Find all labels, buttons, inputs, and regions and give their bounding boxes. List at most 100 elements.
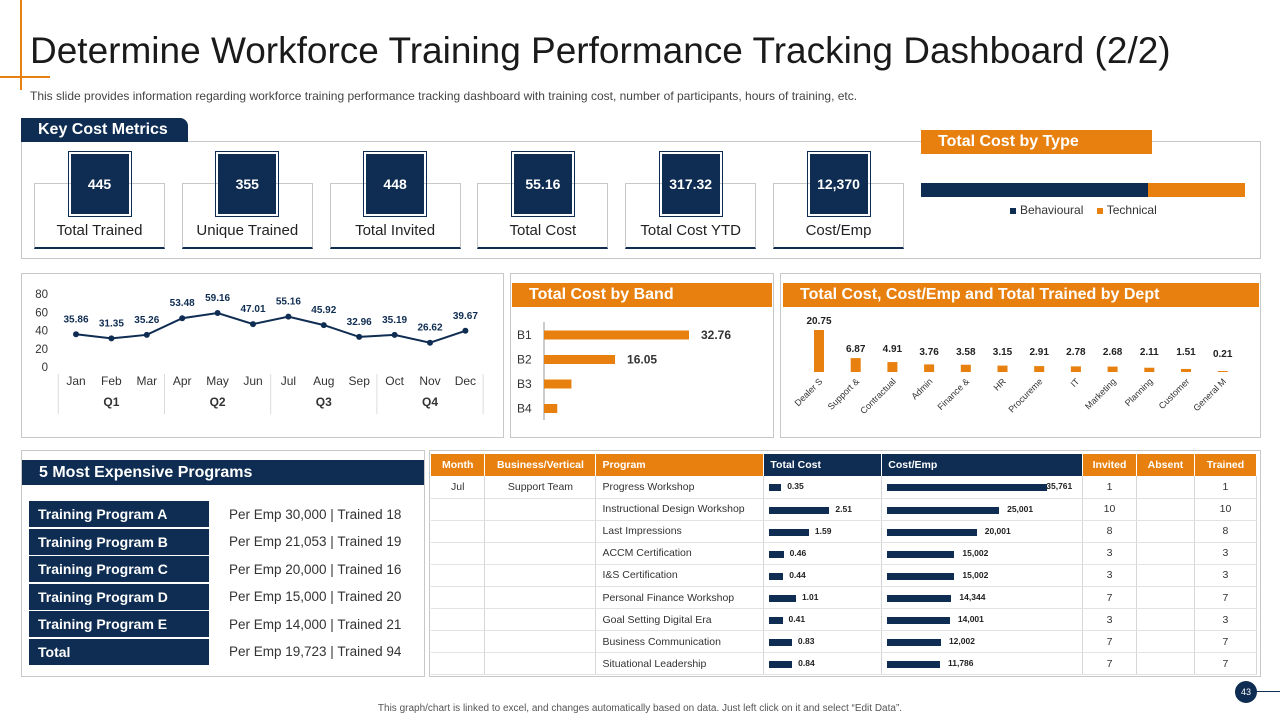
cost-emp-cell: 35,761 <box>881 476 1083 499</box>
absent-cell <box>1136 608 1195 632</box>
table-header-cell: Month <box>431 454 486 476</box>
metric-value: 448 <box>363 151 428 217</box>
dept-bar <box>924 364 935 372</box>
program-stats: Per Emp 15,000 | Trained 20 <box>229 589 402 604</box>
total-cost-label: 0.44 <box>789 569 806 580</box>
metric-value: 355 <box>215 151 280 217</box>
point-label: 53.48 <box>170 298 195 309</box>
program-cell: Instructional Design Workshop <box>595 498 765 521</box>
dept-bar <box>1107 366 1118 372</box>
line-point <box>73 331 79 338</box>
trained-cell: 3 <box>1194 542 1258 565</box>
quarter-label: Q1 <box>103 395 119 409</box>
vertical-cell <box>484 542 597 565</box>
total-cost-label: 0.46 <box>789 547 807 558</box>
program-row: Training Program D Per Emp 15,000 | Train… <box>29 583 409 610</box>
program-cell: Business Communication <box>595 630 765 654</box>
invited-cell: 3 <box>1082 608 1137 632</box>
table-row: Jul Support Team Progress Workshop 0.35 35,7… <box>431 476 1258 499</box>
month-tick-label: Mar <box>136 374 157 388</box>
program-stats: Per Emp 30,000 | Trained 18 <box>229 506 402 522</box>
dept-category-label: Customer <box>1157 376 1192 411</box>
cost-emp-cell: 11,786 <box>881 652 1083 676</box>
legend-swatch-orange <box>1096 207 1103 214</box>
cost-by-band-header: Total Cost by Band <box>512 283 772 307</box>
table-row: Goal Setting Digital Era 0.41 14,001 3 3 <box>431 608 1258 632</box>
table-row: Situational Leadership 0.84 11,786 7 7 <box>431 652 1258 676</box>
trained-cell: 1 <box>1194 476 1258 499</box>
program-row: Training Program C Per Emp 20,000 | Train… <box>29 556 409 582</box>
band-value-label: 32.76 <box>701 328 731 342</box>
month-cell <box>431 520 486 543</box>
invited-cell: 10 <box>1082 498 1137 521</box>
cost-by-type-bar <box>921 183 1245 197</box>
legend-behavioural: Behavioural <box>1010 203 1083 217</box>
dept-value-label: 0.21 <box>1213 349 1233 360</box>
point-label: 47.01 <box>240 304 265 315</box>
program-cell: Personal Finance Workshop <box>595 586 765 610</box>
absent-cell <box>1136 586 1195 610</box>
program-stats: Per Emp 21,053 | Trained 19 <box>229 534 402 549</box>
table-row: Instructional Design Workshop 2.51 25,001 1… <box>431 498 1258 521</box>
cost-emp-bar <box>887 528 977 536</box>
month-cell <box>431 564 486 587</box>
month-cell <box>431 498 486 521</box>
line-point <box>427 339 433 346</box>
page-title: Determine Workforce Training Performance… <box>30 30 1171 71</box>
cost-by-band-chart: B1 32.76 B2 16.05 B3 B4 <box>517 322 731 420</box>
cost-emp-bar <box>887 572 955 580</box>
monthly-cost-chart-panel: 0 20 40 60 80 35.86 Jan 31.35 Feb 35.26 Mar 53.48 Ap… <box>21 273 504 438</box>
program-name: Training Program C <box>29 556 209 582</box>
dept-category-label: Finance & <box>935 376 971 412</box>
point-label: 32.96 <box>347 317 372 328</box>
table-row: Business Communication 0.83 12,002 7 7 <box>431 630 1258 654</box>
program-row: Training Program A Per Emp 30,000 | Train… <box>29 501 409 527</box>
page-subtitle: This slide provides information regardin… <box>30 89 858 103</box>
program-cell: Progress Workshop <box>595 476 765 499</box>
absent-cell <box>1136 476 1195 499</box>
cost-emp-bar <box>887 661 940 669</box>
month-tick-label: Jun <box>243 374 262 388</box>
trained-cell: 10 <box>1194 498 1258 521</box>
dept-chart-header: Total Cost, Cost/Emp and Total Trained b… <box>783 283 1259 307</box>
metric-label: Total Invited <box>355 222 436 239</box>
cost-emp-bar <box>887 639 941 647</box>
table-header-cell: Absent <box>1136 454 1195 476</box>
technical-segment <box>1147 183 1245 197</box>
page-number-line <box>1255 691 1280 692</box>
quarter-label: Q3 <box>316 395 332 409</box>
table-header-cell: Cost/Emp <box>881 454 1083 476</box>
dept-bar <box>887 362 898 372</box>
dept-category-label: HR <box>992 376 1009 393</box>
dept-value-label: 2.11 <box>1140 347 1159 358</box>
vertical-cell <box>484 608 597 632</box>
line-point <box>356 333 363 340</box>
program-table: Month Business/Vertical Program Total Cost C… <box>431 454 1258 676</box>
dept-bar <box>814 330 824 372</box>
dept-bar <box>1070 366 1081 372</box>
cost-emp-cell: 14,344 <box>881 586 1083 610</box>
band-label: B4 <box>517 402 532 416</box>
dept-category-label: Procureme <box>1006 376 1044 414</box>
corner-accent-horizontal <box>0 76 50 78</box>
dept-category-label: Dealer S <box>793 376 825 408</box>
absent-cell <box>1136 498 1195 521</box>
dept-bar <box>1034 366 1045 372</box>
line-point <box>143 331 150 338</box>
dept-category-label: Admin <box>909 376 934 401</box>
cost-emp-label: 35,761 <box>1046 481 1073 491</box>
band-value-label: 16.05 <box>627 353 657 367</box>
vertical-cell <box>484 520 597 543</box>
total-cost-bar <box>769 550 784 558</box>
total-cost-label: 1.59 <box>814 525 832 536</box>
table-header-cell: Invited <box>1082 454 1137 476</box>
dept-value-label: 3.76 <box>919 347 939 358</box>
line-point <box>462 327 469 334</box>
line-point <box>391 331 398 338</box>
cost-emp-bar <box>887 506 1000 514</box>
total-cost-cell: 0.35 <box>763 476 883 499</box>
cost-emp-bar <box>887 550 955 558</box>
cost-emp-cell: 20,001 <box>881 520 1083 543</box>
program-stats: Per Emp 19,723 | Trained 94 <box>229 644 402 659</box>
month-tick-label: Aug <box>313 374 334 388</box>
